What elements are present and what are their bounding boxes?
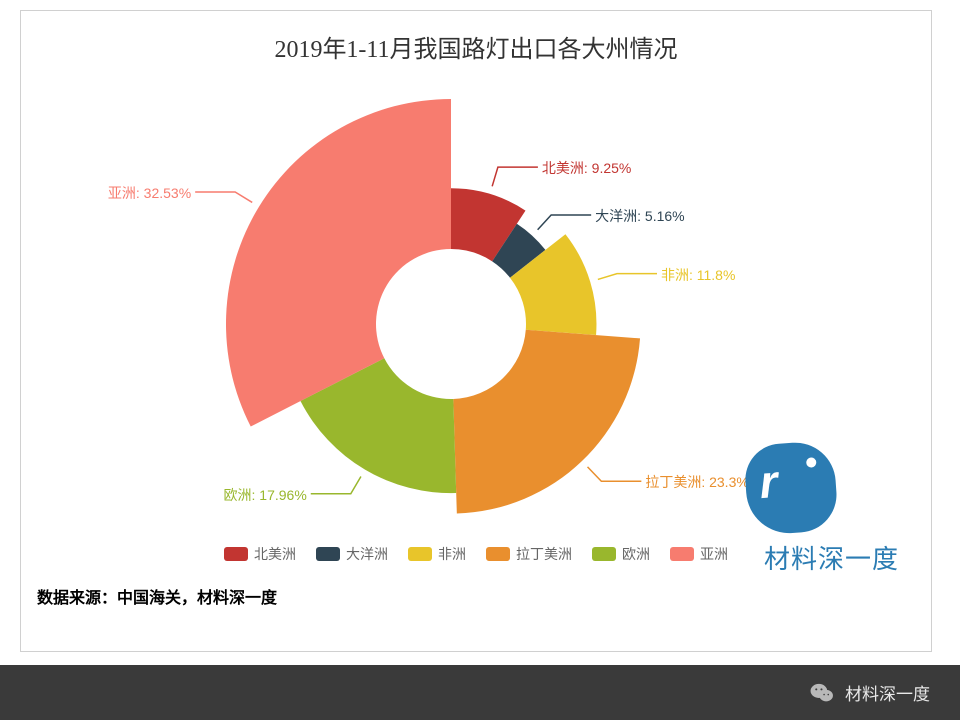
legend-label: 亚洲: [700, 544, 728, 564]
legend-swatch: [486, 547, 510, 561]
chart-container: 2019年1-11月我国路灯出口各大州情况 北美洲: 9.25%大洋洲: 5.1…: [20, 10, 932, 652]
leader-line: [588, 467, 642, 481]
legend-label: 大洋洲: [346, 544, 388, 564]
legend-label: 非洲: [438, 544, 466, 564]
watermark-logo-letter: r: [758, 454, 780, 509]
legend-item: 非洲: [408, 544, 466, 564]
leader-line: [492, 167, 538, 186]
legend-item: 大洋洲: [316, 544, 388, 564]
slice-拉丁美洲: [453, 330, 640, 514]
legend-swatch: [224, 547, 248, 561]
source-text: 数据来源：中国海关，材料深一度: [37, 584, 931, 608]
slice-亚洲: [226, 99, 451, 427]
legend-swatch: [592, 547, 616, 561]
leader-line: [195, 192, 252, 202]
watermark-text: 材料深一度: [764, 539, 899, 576]
footer-bar: 材料深一度: [0, 665, 960, 720]
legend-item: 亚洲: [670, 544, 728, 564]
watermark-logo-dot: [806, 457, 817, 468]
leader-line: [598, 274, 657, 280]
leader-line: [311, 476, 361, 493]
legend-label: 北美洲: [254, 544, 296, 564]
legend-item: 拉丁美洲: [486, 544, 572, 564]
legend-swatch: [408, 547, 432, 561]
leader-line: [538, 215, 592, 230]
legend-item: 北美洲: [224, 544, 296, 564]
legend-swatch: [670, 547, 694, 561]
legend-item: 欧洲: [592, 544, 650, 564]
legend-label: 欧洲: [622, 544, 650, 564]
chart-title: 2019年1-11月我国路灯出口各大州情况: [21, 29, 931, 64]
wechat-icon: [809, 680, 835, 706]
legend-label: 拉丁美洲: [516, 544, 572, 564]
legend-swatch: [316, 547, 340, 561]
footer-text: 材料深一度: [845, 680, 930, 705]
